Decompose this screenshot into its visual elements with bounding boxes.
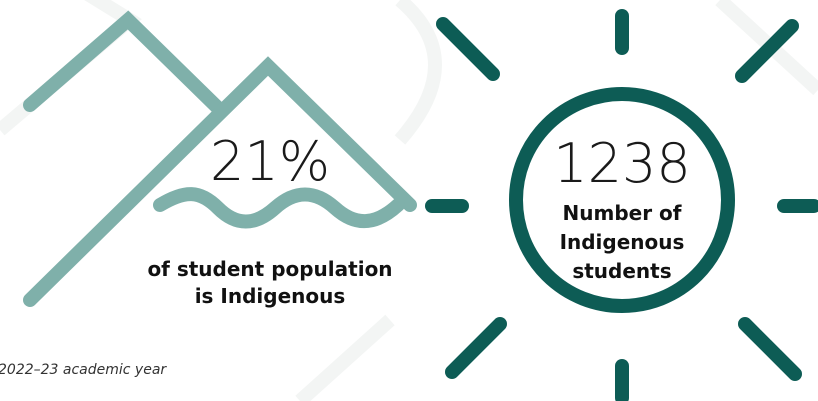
stat-value: 21% xyxy=(210,130,330,193)
stat-value: 1238 xyxy=(553,132,690,195)
stat-label: of student population xyxy=(147,257,392,281)
footnote: 2022–23 academic year xyxy=(0,362,167,378)
stat-label: is Indigenous xyxy=(195,284,346,308)
stat-label: Indigenous xyxy=(560,230,685,254)
infographic: 21% of student population is Indigenous … xyxy=(0,0,818,401)
stat-label: Number of xyxy=(563,201,682,225)
stat-label: students xyxy=(572,259,671,283)
